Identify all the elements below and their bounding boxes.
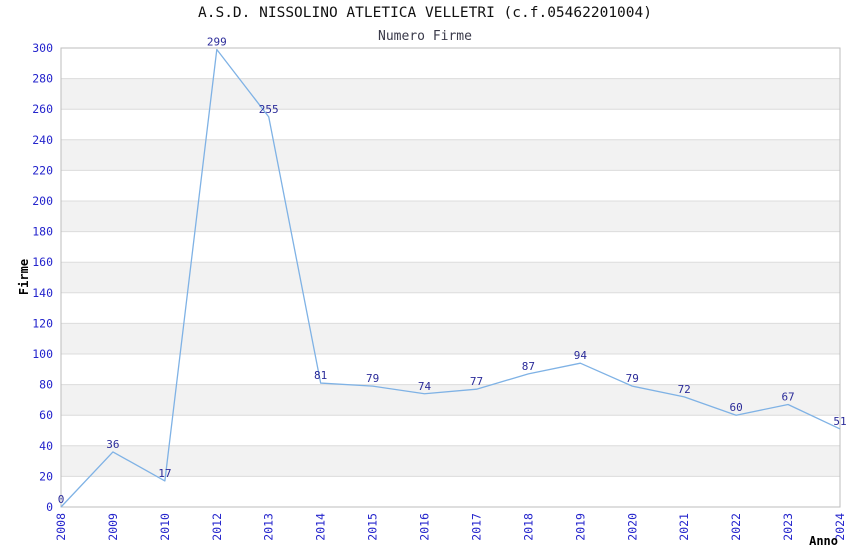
x-axis-title: Anno [809,534,838,548]
band-shaded [61,78,840,110]
band-plain [61,415,840,446]
y-axis-tick-labels: 0 20 40 60 80 100 120 140 160 180 200 220 240 260 280 3… [32,41,53,514]
data-point-label: 74 [418,380,432,393]
y-tick-label: 60 [39,408,53,422]
plot-bands [61,48,840,507]
band-shaded [61,384,840,416]
x-tick-label: 2020 [625,513,639,541]
x-tick-label: 2016 [418,513,432,541]
data-point-label: 255 [259,103,279,116]
data-point-label: 77 [470,375,483,388]
data-point-label: 36 [106,438,119,451]
band-plain [61,231,840,263]
x-tick-label: 2008 [54,513,68,541]
band-plain [61,170,840,201]
band-shaded [61,323,840,354]
x-tick-label: 2013 [262,513,276,541]
band-shaded [61,445,840,477]
y-tick-label: 240 [32,133,53,147]
data-point-label: 299 [207,36,227,49]
data-point-label: 94 [574,349,588,362]
x-tick-label: 2018 [521,513,535,541]
y-tick-label: 300 [32,41,53,55]
y-tick-label: 0 [46,500,53,514]
data-point-labels: 0 36 17 299 255 81 79 74 77 87 94 79 72 60 67 51 [58,36,847,506]
y-tick-label: 260 [32,102,53,116]
band-plain [61,476,840,507]
x-tick-label: 2009 [106,513,120,541]
y-tick-label: 140 [32,286,53,300]
data-point-label: 87 [522,360,535,373]
data-point-label: 60 [730,401,743,414]
data-point-label: 0 [58,493,65,506]
x-tick-label: 2014 [314,513,328,541]
x-tick-label: 2015 [366,513,380,541]
band-plain [61,109,840,140]
x-tick-label: 2017 [469,513,483,541]
chart-title: A.S.D. NISSOLINO ATLETICA VELLETRI (c.f.… [198,5,652,21]
y-tick-label: 180 [32,225,53,239]
chart-subtitle: Numero Firme [378,29,472,44]
data-point-label: 81 [314,369,327,382]
y-tick-label: 40 [39,439,53,453]
y-tick-label: 160 [32,255,53,269]
band-shaded [61,139,840,171]
x-tick-label: 2019 [573,513,587,541]
y-tick-label: 200 [32,194,53,208]
y-tick-label: 80 [39,378,53,392]
data-point-label: 51 [833,415,846,428]
data-point-label: 67 [781,390,794,403]
plot-border-frame [60,47,841,508]
band-shaded [61,262,840,293]
band-plain [61,48,840,79]
y-tick-label: 280 [32,72,53,86]
x-tick-label: 2022 [729,513,743,541]
series-line [60,48,841,508]
data-point-label: 17 [158,467,171,480]
y-tick-label: 220 [32,163,53,177]
band-plain [61,354,840,385]
x-tick-label: 2023 [781,513,795,541]
data-point-label: 72 [678,383,691,396]
band-shaded [61,201,840,232]
y-tick-label: 20 [39,469,53,483]
x-tick-label: 2024 [833,513,847,541]
x-tick-label: 2010 [158,513,172,541]
y-tick-label: 120 [32,316,53,330]
band-plain [61,292,840,324]
data-point-label: 79 [626,372,639,385]
y-axis-title: Firme [17,259,31,295]
x-axis-tick-labels: 2008 2009 2010 2012 2013 2014 2015 2016 2017 2018… [54,513,847,541]
x-tick-label: 2012 [210,513,224,541]
y-tick-label: 100 [32,347,53,361]
x-tick-label: 2021 [677,513,691,541]
data-point-label: 79 [366,372,379,385]
